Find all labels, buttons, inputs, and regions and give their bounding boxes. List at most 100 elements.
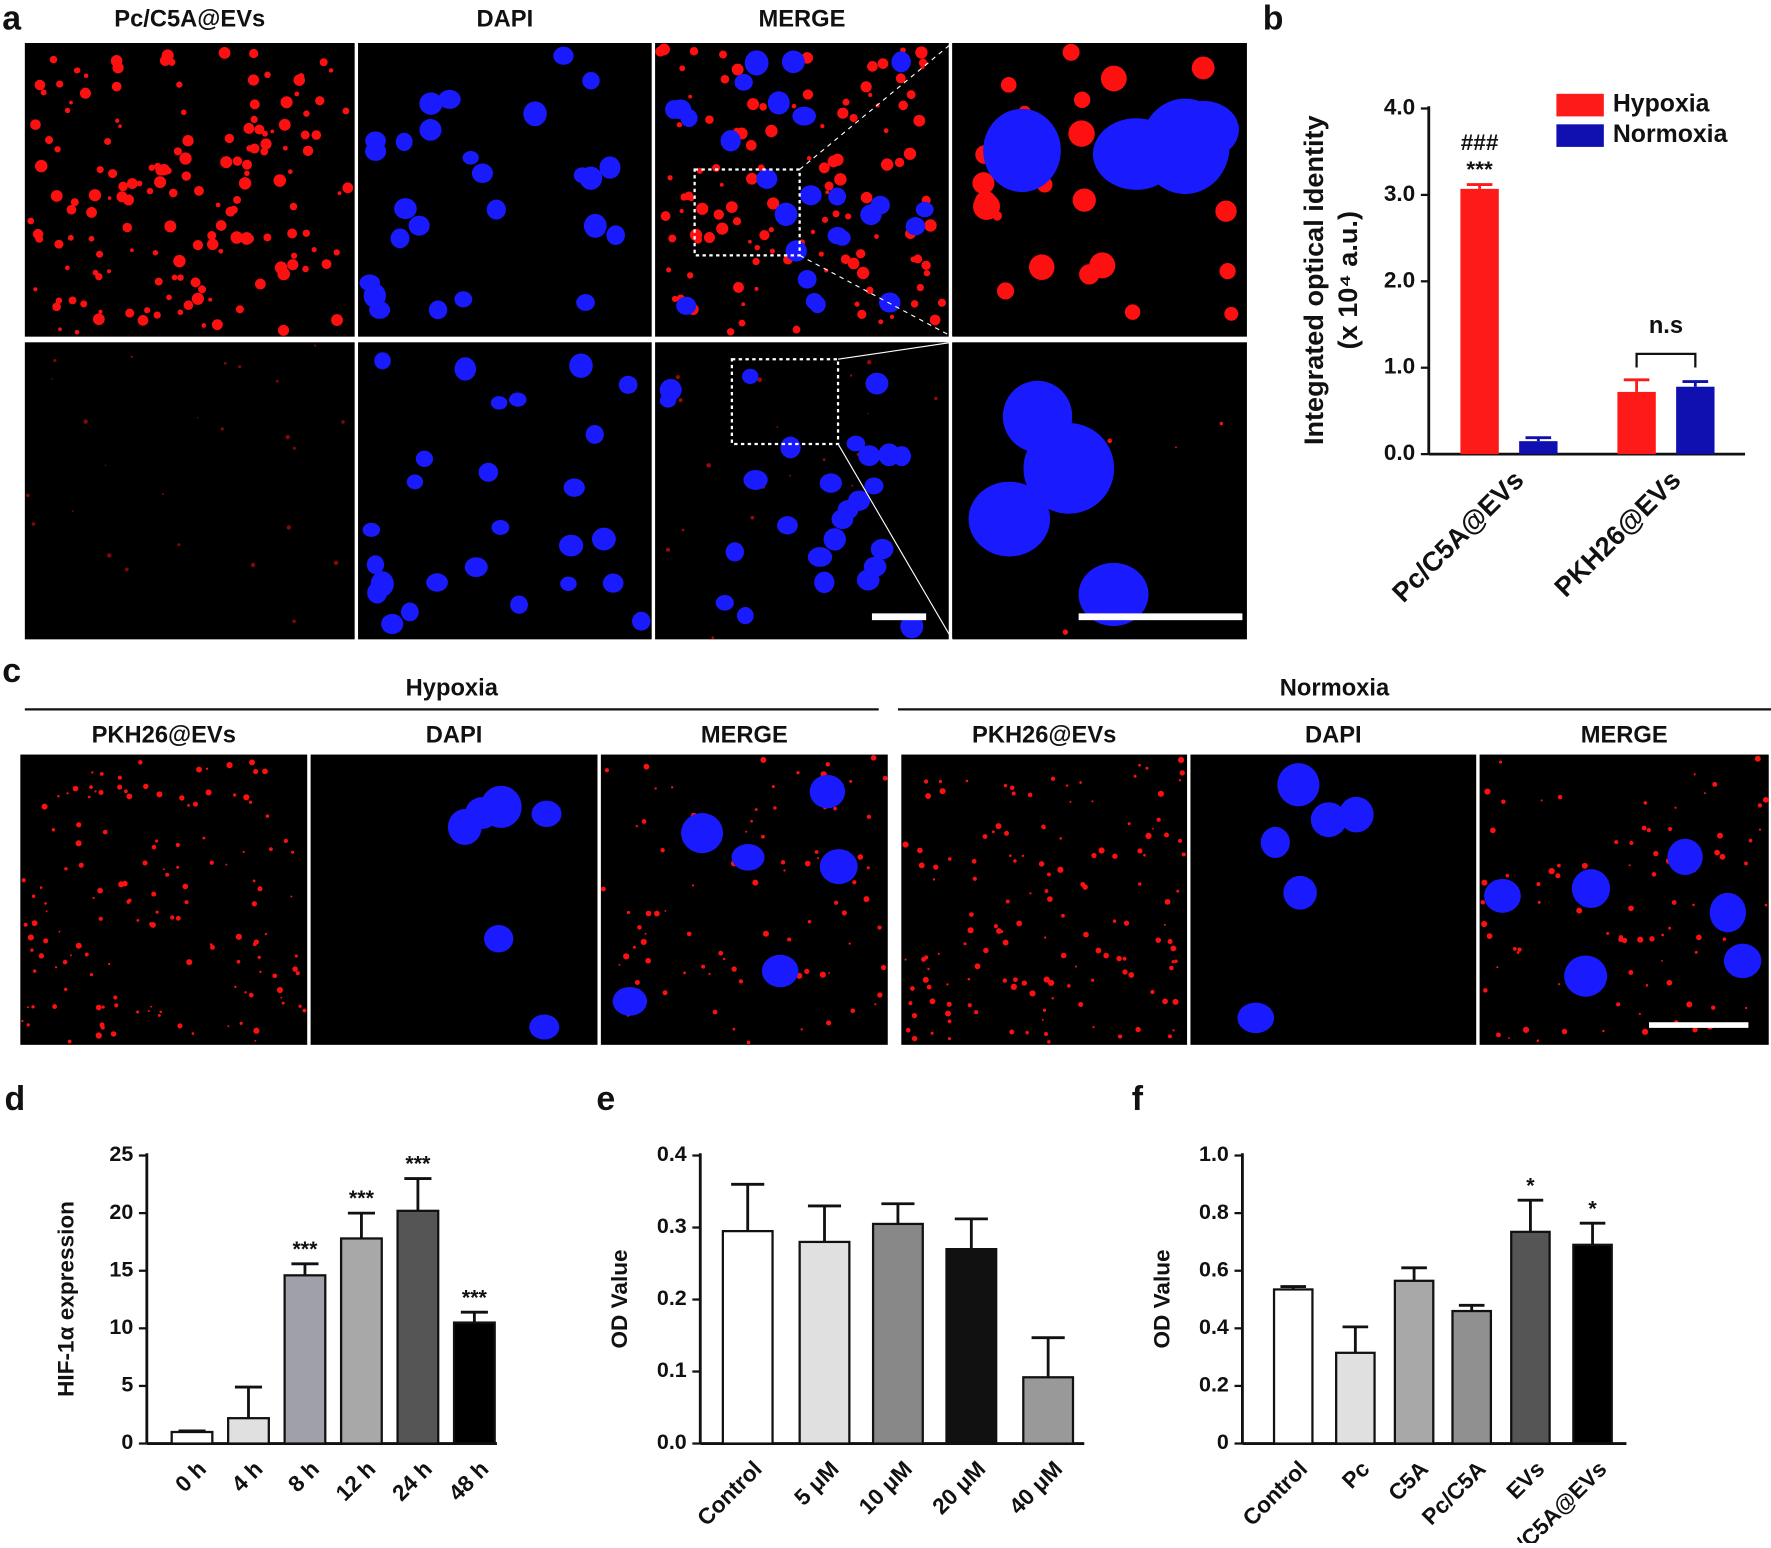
nucleus <box>891 51 911 73</box>
red-signal <box>635 824 639 828</box>
red-signal <box>924 955 929 960</box>
y-tick-label: 0.6 <box>1199 1257 1229 1281</box>
red-signal <box>50 190 63 202</box>
annotation: *** <box>292 1237 318 1261</box>
nucleus <box>478 462 499 482</box>
red-signal <box>1013 859 1017 863</box>
red-signal <box>280 996 283 999</box>
red-signal <box>923 269 931 277</box>
red-signal <box>1641 1028 1649 1035</box>
red-signal <box>1095 947 1102 954</box>
red-signal <box>925 793 932 799</box>
nucleus <box>599 156 621 179</box>
red-signal <box>913 254 923 264</box>
red-signal <box>820 123 825 129</box>
red-signal <box>177 1023 183 1029</box>
red-signal <box>117 784 123 790</box>
annotation: ### <box>1461 130 1499 155</box>
red-signal <box>933 864 939 870</box>
red-signal <box>122 222 133 233</box>
red-signal <box>282 145 288 151</box>
red-signal <box>825 762 831 767</box>
red-signal <box>947 1019 952 1024</box>
red-signal <box>1138 763 1141 767</box>
red-signal <box>287 228 298 239</box>
red-signal <box>227 1025 230 1028</box>
red-signal <box>1042 1008 1047 1012</box>
red-signal <box>31 1005 35 1009</box>
red-signal <box>1499 760 1503 764</box>
nucleus <box>585 425 604 444</box>
nucleus <box>659 393 677 408</box>
red-signal <box>300 130 310 140</box>
red-signal <box>679 208 684 214</box>
red-signal <box>1091 978 1095 982</box>
red-signal <box>196 417 199 419</box>
red-signal <box>1069 800 1072 803</box>
red-signal <box>837 107 849 119</box>
red-signal <box>88 235 95 242</box>
red-signal <box>660 211 671 221</box>
nucleus <box>591 527 616 551</box>
red-signal <box>205 767 209 770</box>
red-signal <box>874 234 879 239</box>
micrograph <box>358 342 652 640</box>
legend-label: Normoxia <box>1613 121 1728 148</box>
red-signal <box>74 329 80 335</box>
red-signal <box>703 232 715 243</box>
red-signal <box>818 162 830 174</box>
zoom-line <box>799 254 953 338</box>
red-signal <box>281 1001 285 1005</box>
nucleus <box>864 477 884 495</box>
red-signal <box>270 129 275 134</box>
red-signal <box>1170 945 1177 952</box>
bar <box>339 1237 383 1445</box>
red-signal <box>937 298 946 307</box>
red-signal <box>198 285 207 294</box>
red-signal <box>175 842 181 848</box>
bracket <box>1635 352 1697 368</box>
red-signal <box>666 267 672 273</box>
red-signal <box>252 879 256 883</box>
red-signal <box>56 80 64 88</box>
red-signal <box>88 795 91 799</box>
nucleus <box>767 91 790 115</box>
nucleus <box>680 109 698 128</box>
red-signal <box>277 324 290 336</box>
nucleus <box>362 522 381 537</box>
red-signal <box>819 971 826 978</box>
red-signal <box>1112 853 1118 859</box>
red-signal <box>1143 853 1146 857</box>
red-signal <box>298 1004 302 1008</box>
red-signal <box>759 103 767 111</box>
red-signal <box>1050 776 1056 781</box>
red-signal <box>66 204 77 215</box>
red-signal <box>49 55 58 64</box>
nucleus <box>1310 802 1347 838</box>
red-signal <box>244 170 250 177</box>
red-signal <box>654 910 660 917</box>
red-signal <box>244 991 247 994</box>
red-signal <box>52 302 61 312</box>
red-signal <box>168 188 178 198</box>
nucleus <box>419 92 443 115</box>
nucleus <box>390 228 410 249</box>
nucleus <box>573 167 591 184</box>
red-signal <box>848 942 851 945</box>
y-tick-label: 0 <box>1217 1430 1229 1454</box>
bar <box>721 1229 774 1445</box>
nucleus <box>983 108 1061 193</box>
red-signal <box>693 235 703 244</box>
red-signal <box>67 1039 72 1044</box>
red-signal <box>190 277 201 288</box>
nucleus <box>1237 1002 1275 1034</box>
red-signal <box>71 510 74 513</box>
red-signal <box>224 133 235 144</box>
nucleus <box>807 547 833 567</box>
red-signal <box>746 172 758 185</box>
nucleus <box>484 925 514 953</box>
zoom-line <box>837 443 953 640</box>
red-signal <box>1041 825 1046 830</box>
nucleus <box>879 292 901 313</box>
red-signal <box>1044 889 1049 893</box>
